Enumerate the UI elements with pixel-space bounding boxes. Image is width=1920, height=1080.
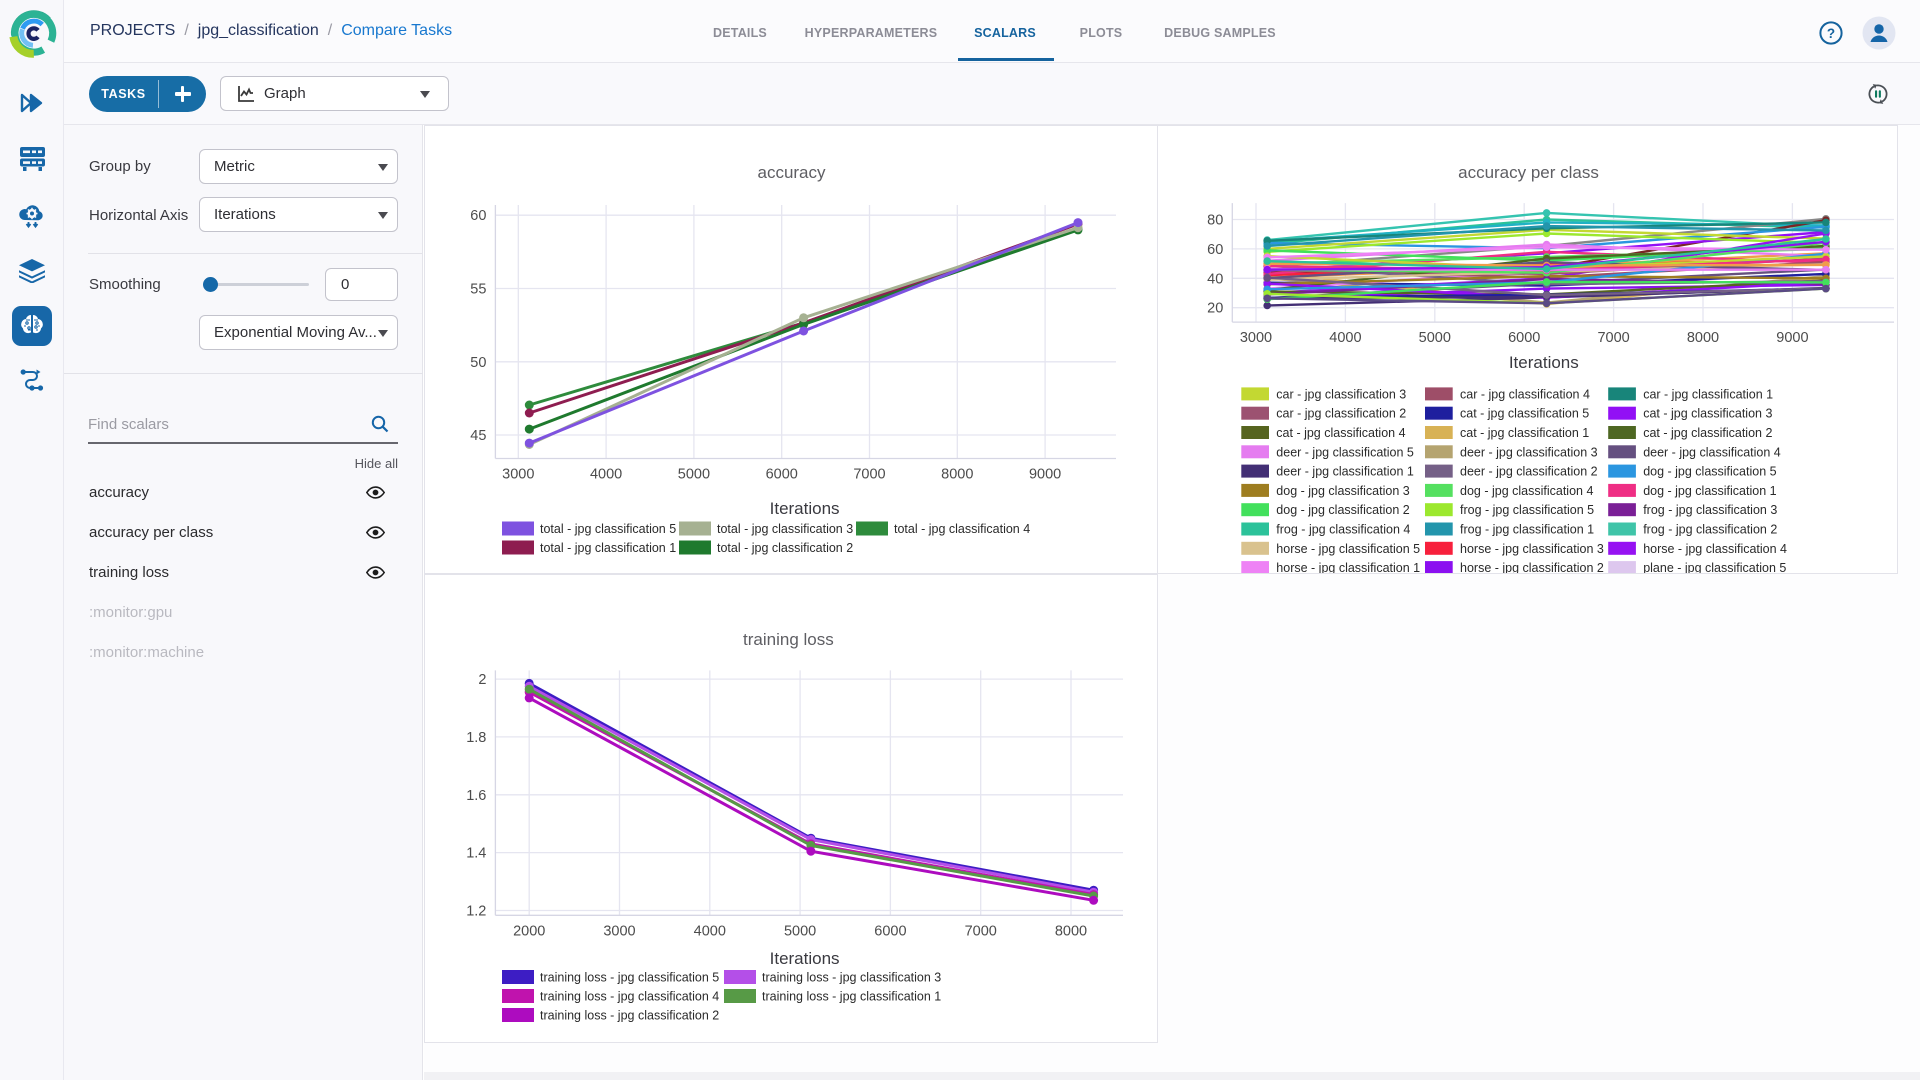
svg-text:cat - jpg classification 1: cat - jpg classification 1 xyxy=(1460,426,1589,440)
svg-text:total - jpg classification 4: total - jpg classification 4 xyxy=(894,522,1030,536)
svg-text:?: ? xyxy=(1827,26,1835,41)
svg-text:deer - jpg classification 4: deer - jpg classification 4 xyxy=(1643,445,1781,459)
svg-text:5000: 5000 xyxy=(1419,330,1451,346)
svg-text:45: 45 xyxy=(470,428,486,444)
svg-text:9000: 9000 xyxy=(1776,330,1808,346)
svg-text:8000: 8000 xyxy=(1687,330,1719,346)
svg-text:horse - jpg classification 5: horse - jpg classification 5 xyxy=(1276,542,1420,556)
svg-text:3000: 3000 xyxy=(502,467,534,483)
svg-text:6000: 6000 xyxy=(766,467,798,483)
svg-text:80: 80 xyxy=(1207,213,1223,229)
svg-text:dog - jpg classification 1: dog - jpg classification 1 xyxy=(1643,484,1776,498)
svg-text:7000: 7000 xyxy=(853,467,885,483)
svg-text:training loss - jpg classifica: training loss - jpg classification 4 xyxy=(540,990,719,1004)
svg-text:total - jpg classification 1: total - jpg classification 1 xyxy=(540,541,676,555)
svg-text:deer - jpg classification 3: deer - jpg classification 3 xyxy=(1460,445,1598,459)
svg-text:deer - jpg classification 5: deer - jpg classification 5 xyxy=(1276,445,1414,459)
svg-text:5000: 5000 xyxy=(678,467,710,483)
svg-text:horse - jpg classification 3: horse - jpg classification 3 xyxy=(1460,542,1604,556)
svg-text:training loss: training loss xyxy=(743,630,834,649)
svg-text:60: 60 xyxy=(470,208,486,224)
svg-text:deer - jpg classification 1: deer - jpg classification 1 xyxy=(1276,465,1414,479)
svg-text:horse - jpg classification 2: horse - jpg classification 2 xyxy=(1460,561,1604,574)
svg-text:cat - jpg classification 5: cat - jpg classification 5 xyxy=(1460,407,1589,421)
svg-text:4000: 4000 xyxy=(590,467,622,483)
svg-text:deer - jpg classification 2: deer - jpg classification 2 xyxy=(1460,465,1598,479)
svg-text:7000: 7000 xyxy=(965,923,997,939)
svg-text:dog - jpg classification 5: dog - jpg classification 5 xyxy=(1643,465,1776,479)
svg-text:dog - jpg classification 2: dog - jpg classification 2 xyxy=(1276,503,1409,517)
svg-text:dog - jpg classification 4: dog - jpg classification 4 xyxy=(1460,484,1593,498)
svg-text:1.8: 1.8 xyxy=(466,730,486,746)
svg-text:accuracy per class: accuracy per class xyxy=(1458,163,1599,182)
svg-text:5000: 5000 xyxy=(784,923,816,939)
svg-text:training loss - jpg classifica: training loss - jpg classification 2 xyxy=(540,1009,719,1023)
svg-text:1.4: 1.4 xyxy=(466,846,486,862)
svg-text:50: 50 xyxy=(470,355,486,371)
svg-text:7000: 7000 xyxy=(1597,330,1629,346)
svg-text:car - jpg classification 2: car - jpg classification 2 xyxy=(1276,407,1406,421)
svg-text:dog - jpg classification 3: dog - jpg classification 3 xyxy=(1276,484,1409,498)
svg-text:frog - jpg classification 4: frog - jpg classification 4 xyxy=(1276,523,1410,537)
svg-text:4000: 4000 xyxy=(1329,330,1361,346)
svg-text:6000: 6000 xyxy=(1508,330,1540,346)
svg-text:Iterations: Iterations xyxy=(770,499,840,518)
svg-text:1.6: 1.6 xyxy=(466,788,486,804)
svg-text:3000: 3000 xyxy=(1240,330,1272,346)
svg-text:40: 40 xyxy=(1207,271,1223,287)
svg-text:4000: 4000 xyxy=(694,923,726,939)
svg-text:plane - jpg classification 5: plane - jpg classification 5 xyxy=(1643,561,1786,574)
svg-text:car - jpg classification 1: car - jpg classification 1 xyxy=(1643,387,1773,401)
svg-text:horse - jpg classification 1: horse - jpg classification 1 xyxy=(1276,561,1420,574)
svg-text:3000: 3000 xyxy=(603,923,635,939)
svg-text:Iterations: Iterations xyxy=(1509,353,1579,372)
svg-text:car - jpg classification 4: car - jpg classification 4 xyxy=(1460,387,1590,401)
svg-text:6000: 6000 xyxy=(874,923,906,939)
svg-text:55: 55 xyxy=(470,282,486,298)
svg-text:accuracy: accuracy xyxy=(757,163,826,182)
svg-text:total - jpg classification 2: total - jpg classification 2 xyxy=(717,541,853,555)
svg-text:total - jpg classification 3: total - jpg classification 3 xyxy=(717,522,853,536)
svg-text:frog - jpg classification 2: frog - jpg classification 2 xyxy=(1643,523,1777,537)
svg-text:20: 20 xyxy=(1207,301,1223,317)
svg-text:horse - jpg classification 4: horse - jpg classification 4 xyxy=(1643,542,1787,556)
svg-text:frog - jpg classification 5: frog - jpg classification 5 xyxy=(1460,503,1594,517)
svg-text:8000: 8000 xyxy=(941,467,973,483)
svg-text:8000: 8000 xyxy=(1055,923,1087,939)
svg-text:car - jpg classification 3: car - jpg classification 3 xyxy=(1276,387,1406,401)
svg-text:2000: 2000 xyxy=(513,923,545,939)
svg-text:1.2: 1.2 xyxy=(466,904,486,920)
svg-text:frog - jpg classification 1: frog - jpg classification 1 xyxy=(1460,523,1594,537)
svg-text:60: 60 xyxy=(1207,242,1223,258)
svg-text:training loss - jpg classifica: training loss - jpg classification 5 xyxy=(540,971,719,985)
svg-text:frog - jpg classification 3: frog - jpg classification 3 xyxy=(1643,503,1777,517)
svg-text:training loss - jpg classifica: training loss - jpg classification 1 xyxy=(762,990,941,1004)
svg-text:cat - jpg classification 4: cat - jpg classification 4 xyxy=(1276,426,1405,440)
svg-text:Iterations: Iterations xyxy=(770,949,840,968)
svg-text:9000: 9000 xyxy=(1029,467,1061,483)
svg-text:cat - jpg classification 3: cat - jpg classification 3 xyxy=(1643,407,1772,421)
svg-text:training loss - jpg classifica: training loss - jpg classification 3 xyxy=(762,971,941,985)
svg-text:cat - jpg classification 2: cat - jpg classification 2 xyxy=(1643,426,1772,440)
svg-text:2: 2 xyxy=(478,672,486,688)
svg-text:total - jpg classification 5: total - jpg classification 5 xyxy=(540,522,676,536)
